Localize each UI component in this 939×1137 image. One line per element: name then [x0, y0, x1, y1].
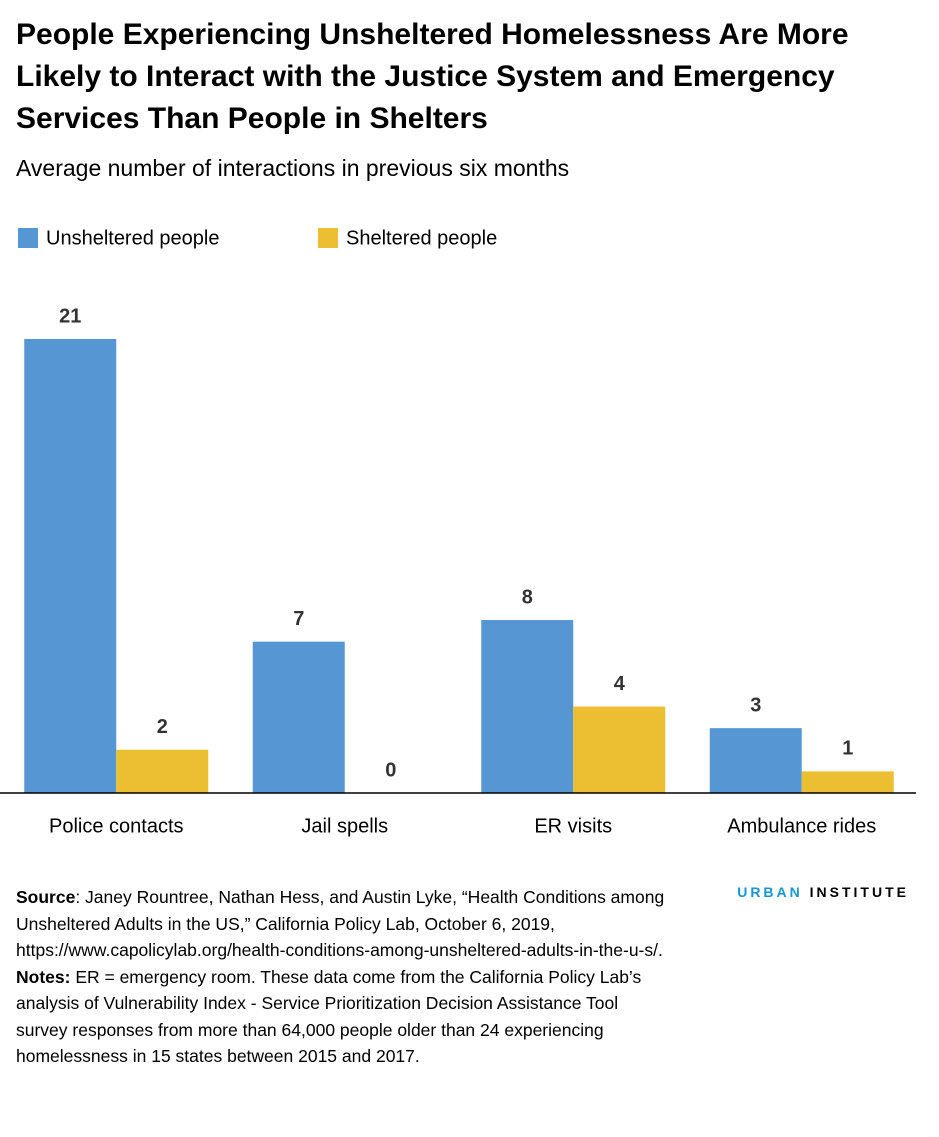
data-label: 3: [750, 694, 761, 716]
legend-label: Sheltered people: [346, 227, 497, 249]
chart: Unsheltered people Sheltered people Police…: [0, 227, 916, 837]
brand: URBAN INSTITUTE: [737, 884, 909, 900]
source-label: Source: [16, 887, 76, 907]
source-text: : Janey Rountree, Nathan Hess, and Austi…: [16, 887, 665, 960]
notes: Notes: ER = emergency room. These data c…: [16, 964, 666, 1070]
x-tick-label: ER visits: [534, 815, 612, 837]
chart-subtitle: Average number of interactions in previo…: [16, 155, 570, 181]
x-tick-label: Jail spells: [301, 815, 388, 837]
notes-text: ER = emergency room. These data come fro…: [16, 966, 642, 1067]
legend-swatch: [318, 228, 338, 248]
brand-second: INSTITUTE: [809, 884, 909, 900]
bar: [573, 706, 666, 793]
data-label: 7: [293, 608, 304, 630]
bar: [24, 339, 117, 793]
data-label: 1: [842, 738, 853, 760]
data-label: 8: [522, 586, 533, 608]
chart-title: People Experiencing Unsheltered Homeless…: [16, 18, 849, 135]
bar: [481, 620, 574, 793]
data-label: 4: [614, 673, 626, 695]
bar: [116, 749, 209, 793]
data-label: 2: [157, 716, 168, 738]
brand-first: URBAN: [737, 884, 803, 900]
bar: [709, 728, 802, 793]
source: Source: Janey Rountree, Nathan Hess, and…: [16, 884, 666, 964]
notes-label: Notes:: [16, 966, 71, 987]
x-tick-label: Police contacts: [49, 815, 184, 837]
footer: Source: Janey Rountree, Nathan Hess, and…: [16, 884, 666, 1070]
data-label: 21: [59, 305, 81, 327]
x-tick-label: Ambulance rides: [727, 815, 876, 837]
data-label: 0: [385, 759, 396, 781]
legend-swatch: [18, 228, 38, 248]
bar: [801, 771, 894, 793]
legend-label: Unsheltered people: [46, 227, 219, 249]
bar: [252, 641, 345, 793]
